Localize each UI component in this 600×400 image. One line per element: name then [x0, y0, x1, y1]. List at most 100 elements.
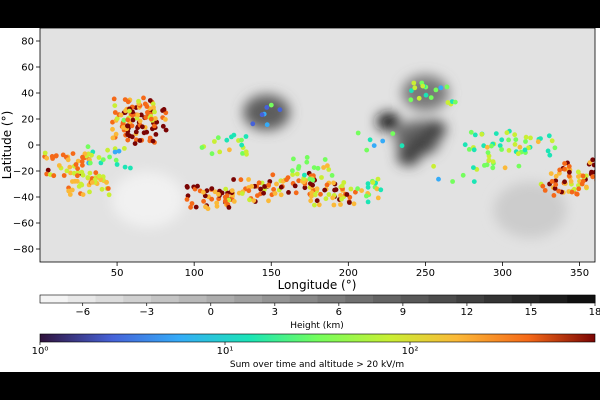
height-colorbar-segment	[178, 295, 207, 303]
overlay-point	[566, 164, 572, 169]
overlay-point	[484, 144, 490, 150]
overlay-point	[66, 188, 72, 194]
overlay-point	[331, 180, 336, 186]
overlay-point	[592, 169, 595, 175]
overlay-point	[326, 167, 332, 172]
overlay-point	[132, 141, 138, 146]
overlay-point	[597, 177, 600, 182]
height-feature	[409, 134, 433, 153]
overlay-point	[216, 192, 221, 197]
height-colorbar-segment	[123, 295, 152, 303]
overlay-point	[214, 200, 220, 206]
overlay-point	[489, 143, 494, 149]
overlay-point	[129, 134, 135, 140]
overlay-point	[133, 137, 139, 143]
overlay-point	[471, 147, 477, 153]
overlay-point	[375, 195, 381, 201]
overlay-point	[431, 163, 436, 169]
overlay-point	[239, 191, 245, 196]
overlay-point	[122, 146, 127, 151]
overlay-point	[557, 167, 563, 173]
overlay-point	[365, 181, 371, 187]
overlay-point	[45, 167, 51, 173]
height-colorbar-tick-label: 3	[272, 307, 278, 318]
overlay-point	[365, 184, 371, 190]
overlay-point	[271, 187, 276, 192]
overlay-point	[79, 159, 85, 164]
overlay-point	[243, 134, 249, 139]
overlay-point	[595, 177, 600, 182]
overlay-point	[201, 198, 207, 204]
overlay-point	[259, 112, 265, 118]
overlay-point	[548, 171, 554, 177]
overlay-point	[185, 193, 191, 199]
overlay-point	[87, 189, 92, 195]
overlay-point	[502, 165, 508, 171]
overlay-point	[304, 155, 310, 160]
overlay-point	[266, 182, 272, 188]
field-colorbar-tick-label: 10²	[402, 346, 419, 357]
height-colorbar-segment	[400, 295, 429, 303]
overlay-point	[355, 186, 360, 192]
overlay-point	[65, 157, 71, 163]
overlay-point	[184, 197, 190, 202]
overlay-point	[472, 132, 478, 138]
overlay-point	[493, 131, 499, 136]
overlay-point	[553, 173, 559, 179]
field-colorbar-gradient	[39, 333, 596, 343]
overlay-point	[315, 165, 321, 171]
overlay-point	[549, 179, 555, 184]
overlay-point	[100, 157, 106, 163]
overlay-point	[549, 138, 555, 144]
overlay-point	[370, 180, 376, 185]
overlay-point	[562, 179, 567, 185]
overlay-point	[367, 137, 373, 143]
overlay-point	[576, 186, 582, 192]
overlay-point	[506, 137, 511, 143]
overlay-point	[44, 171, 50, 177]
height-colorbar-segment	[428, 295, 457, 303]
overlay-point	[184, 184, 190, 189]
x-tick-label: 50	[111, 268, 124, 279]
overlay-point	[341, 180, 347, 185]
overlay-point	[110, 135, 116, 141]
overlay-point	[112, 149, 118, 155]
overlay-point	[277, 107, 283, 113]
overlay-point	[229, 188, 235, 194]
overlay-point	[96, 173, 102, 179]
overlay-point	[140, 124, 145, 130]
overlay-point	[562, 166, 567, 172]
overlay-point	[359, 188, 364, 194]
x-tick-label: 250	[416, 268, 435, 279]
overlay-point	[163, 117, 168, 122]
height-colorbar-segment	[289, 295, 318, 303]
overlay-point	[364, 193, 369, 199]
overlay-point	[261, 190, 266, 196]
overlay-point	[311, 165, 317, 171]
overlay-point	[517, 144, 523, 150]
overlay-point	[590, 174, 595, 180]
overlay-point	[568, 179, 574, 184]
overlay-point	[286, 190, 291, 195]
overlay-point	[114, 162, 120, 167]
overlay-point	[274, 181, 279, 187]
overlay-point	[589, 169, 594, 175]
overlay-point	[412, 85, 418, 91]
overlay-point	[490, 165, 496, 171]
field-colorbar-label: Sum over time and altitude > 20 kV/m	[230, 360, 404, 370]
overlay-point	[316, 202, 322, 208]
overlay-point	[567, 169, 572, 175]
height-colorbar-segment	[567, 295, 596, 303]
overlay-point	[330, 195, 336, 201]
overlay-point	[75, 166, 80, 172]
overlay-point	[321, 165, 326, 170]
overlay-point	[135, 112, 141, 118]
overlay-point	[193, 204, 199, 210]
overlay-point	[468, 129, 474, 135]
height-colorbar-segment	[206, 295, 235, 303]
overlay-point	[226, 205, 232, 210]
overlay-point	[569, 189, 575, 195]
overlay-point	[344, 192, 350, 197]
overlay-point	[129, 123, 135, 129]
overlay-point	[118, 112, 124, 118]
